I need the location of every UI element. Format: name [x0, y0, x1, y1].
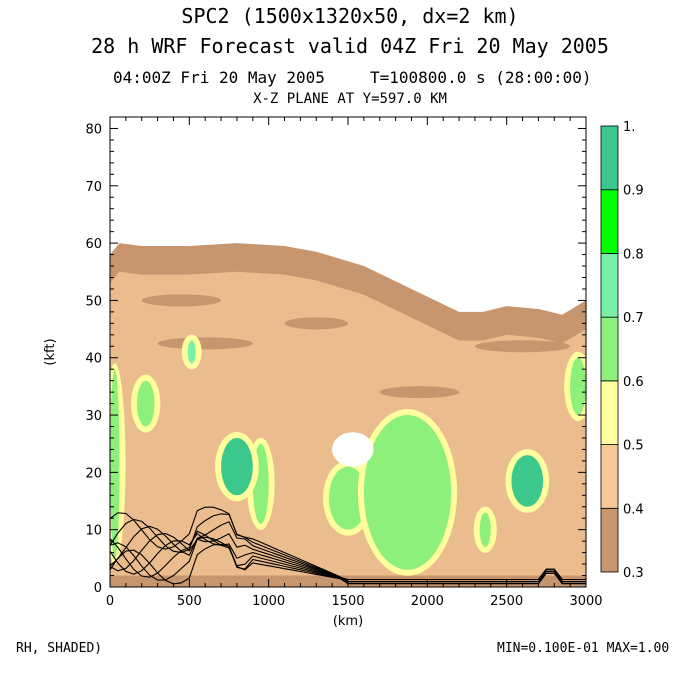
- y-tick-label: 70: [85, 180, 102, 195]
- range-label: MIN=0.100E-01 MAX=1.00: [497, 641, 670, 656]
- colorbar-band: [600, 125, 619, 191]
- y-tick-label: 0: [94, 581, 102, 596]
- tan-streak: [141, 294, 222, 307]
- colorbar-band: [600, 253, 619, 318]
- moist-region: [136, 380, 155, 427]
- x-tick-label: 2000: [411, 594, 444, 609]
- y-tick-label: 80: [85, 122, 102, 137]
- colorbar-label: 0.4: [623, 502, 644, 517]
- colorbar-label: 0.7: [623, 311, 644, 326]
- x-tick-label: 1500: [331, 594, 364, 609]
- tan-streak: [379, 386, 460, 399]
- dry-void: [332, 432, 374, 467]
- moist-region: [328, 466, 368, 530]
- moist-region: [479, 512, 491, 547]
- colorbar-band: [600, 189, 619, 254]
- moist-core: [223, 442, 251, 491]
- title-line1: SPC2 (1500x1320x50, dx=2 km): [181, 4, 519, 28]
- y-tick-label: 60: [85, 237, 102, 252]
- plane-label: X-Z PLANE AT Y=597.0 KM: [253, 91, 447, 107]
- x-tick-label: 2500: [490, 594, 523, 609]
- y-axis-label: (kft): [43, 338, 58, 365]
- model-time: T=100800.0 s (28:00:00): [370, 68, 592, 87]
- moist-core: [513, 459, 541, 503]
- colorbar-band: [600, 507, 619, 573]
- x-tick-label: 500: [177, 594, 202, 609]
- tan-streak: [474, 340, 571, 353]
- tan-streak: [284, 317, 348, 330]
- moist-region: [187, 340, 196, 364]
- x-tick-label: 1000: [252, 594, 285, 609]
- y-tick-label: 30: [85, 409, 102, 424]
- colorbar-label: 1.: [623, 120, 635, 135]
- x-axis-label: (km): [333, 614, 363, 629]
- tan-streak: [157, 337, 253, 350]
- field-label: RH, SHADED): [16, 641, 103, 656]
- colorbar-band: [600, 380, 619, 445]
- x-tick-label: 0: [106, 594, 114, 609]
- moist-region: [110, 369, 120, 559]
- colorbar-label: 0.5: [623, 439, 644, 454]
- y-tick-label: 10: [85, 524, 102, 539]
- colorbar-label: 0.9: [623, 184, 644, 199]
- y-tick-label: 40: [85, 352, 102, 367]
- title-line2: 28 h WRF Forecast valid 04Z Fri 20 May 2…: [91, 34, 609, 58]
- colorbar-label: 0.6: [623, 375, 644, 390]
- moist-region: [363, 415, 452, 570]
- colorbar-label: 0.3: [623, 566, 644, 581]
- colorbar-band: [600, 316, 619, 382]
- colorbar-label: 0.8: [623, 247, 644, 262]
- x-tick-label: 3000: [569, 594, 602, 609]
- valid-time: 04:00Z Fri 20 May 2005: [113, 68, 325, 87]
- y-tick-label: 50: [85, 294, 102, 309]
- moist-region: [570, 357, 586, 416]
- colorbar-band: [600, 444, 619, 509]
- y-tick-label: 20: [85, 466, 102, 481]
